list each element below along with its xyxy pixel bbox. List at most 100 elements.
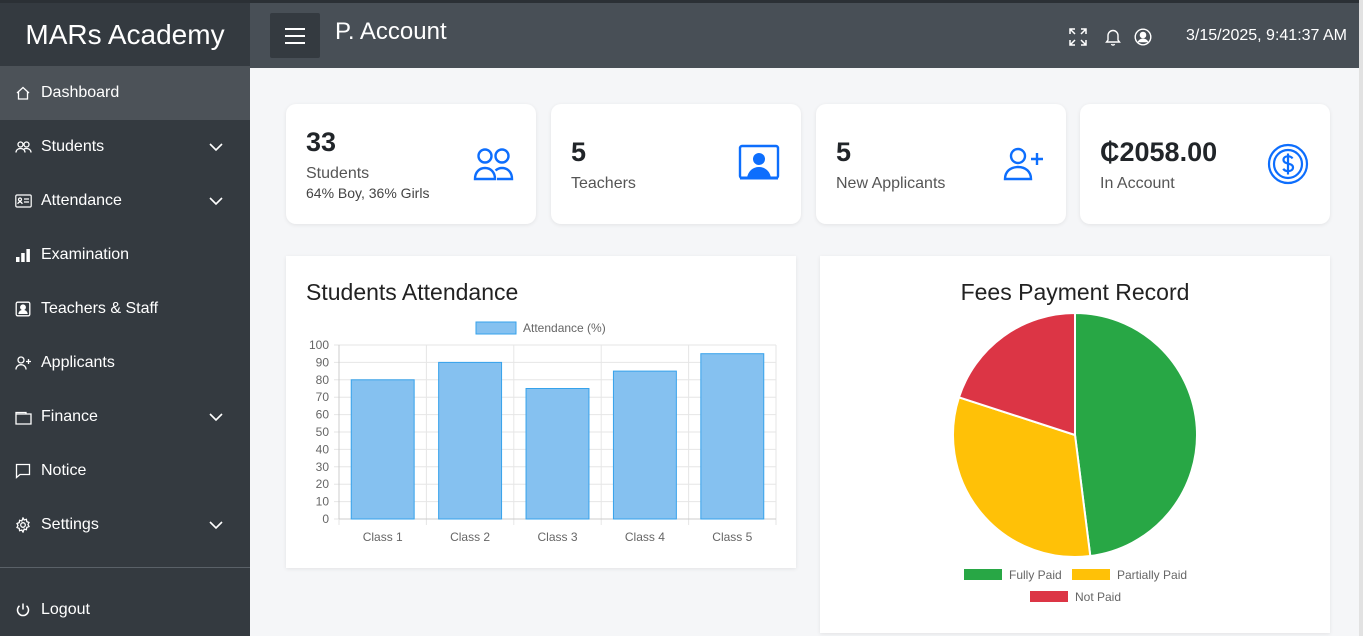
- y-tick-label: 60: [316, 408, 330, 422]
- legend-label: Fully Paid: [1009, 568, 1062, 582]
- page-title: P. Account: [335, 18, 447, 45]
- power-icon: [14, 601, 32, 619]
- profile-button[interactable]: [1133, 27, 1153, 47]
- y-tick-label: 50: [316, 425, 330, 439]
- fees-pie-chart: Fully Paid Partially Paid Not Paid: [952, 311, 1198, 604]
- y-tick-label: 30: [316, 460, 330, 474]
- vertical-scrollbar[interactable]: [1359, 0, 1363, 636]
- sidebar-divider: [0, 567, 250, 568]
- person-badge-icon: [14, 300, 32, 318]
- stat-value: 5: [571, 137, 587, 167]
- fullscreen-icon: [1069, 28, 1087, 46]
- pie-slice: [957, 311, 1076, 437]
- fullscreen-button[interactable]: [1068, 27, 1088, 47]
- teacher-screen-icon: [737, 142, 781, 186]
- brand-title[interactable]: MARs Academy: [0, 0, 250, 66]
- y-tick-label: 100: [309, 338, 329, 352]
- x-tick-label: Class 3: [537, 530, 577, 544]
- y-tick-label: 20: [316, 477, 330, 491]
- top-header: P. Account 3/15/2025, 9:41:37 AM: [250, 0, 1363, 68]
- pie-slice: [952, 396, 1092, 558]
- sidebar-item-students[interactable]: Students: [0, 120, 250, 174]
- sidebar-item-label: Applicants: [41, 354, 115, 371]
- people-icon: [472, 142, 516, 186]
- sidebar-item-notice[interactable]: Notice: [0, 444, 250, 498]
- sidebar-item-applicants[interactable]: Applicants: [0, 336, 250, 390]
- stat-value: 33: [306, 127, 337, 157]
- stat-card-in-account[interactable]: ₵2058.00 In Account: [1080, 104, 1330, 224]
- legend-label: Partially Paid: [1117, 568, 1187, 582]
- bar-chart-icon: [14, 246, 32, 264]
- stat-card-teachers[interactable]: 5 Teachers: [551, 104, 801, 224]
- hamburger-icon: [285, 27, 305, 44]
- chevron-down-icon[interactable]: [208, 139, 224, 155]
- sidebar-item-label: Notice: [41, 462, 87, 479]
- sidebar-item-label: Settings: [41, 516, 99, 533]
- logout-label: Logout: [41, 601, 90, 618]
- x-tick-label: Class 4: [625, 530, 665, 544]
- sidebar-item-examination[interactable]: Examination: [0, 228, 250, 282]
- pie-slice: [1074, 311, 1198, 558]
- sidebar-item-label: Students: [41, 138, 105, 155]
- stat-card-new-applicants[interactable]: 5 New Applicants: [816, 104, 1066, 224]
- gear-icon: [14, 516, 32, 534]
- attendance-bar-chart: Attendance (%) 0 10 20 30 40 50 60 70 80 90 100 Clas…: [309, 321, 777, 544]
- legend-swatch: [1072, 569, 1110, 580]
- sidebar-item-teachers-staff[interactable]: Teachers & Staff: [0, 282, 250, 336]
- y-tick-label: 40: [316, 442, 330, 456]
- bar: [350, 379, 415, 520]
- sidebar-item-finance[interactable]: Finance: [0, 390, 250, 444]
- y-tick-label: 80: [316, 373, 330, 387]
- x-tick-label: Class 2: [450, 530, 490, 544]
- chart-title: Students Attendance: [306, 279, 519, 305]
- chevron-down-icon[interactable]: [208, 517, 224, 533]
- chat-icon: [14, 462, 32, 480]
- home-icon: [14, 84, 32, 102]
- stat-subtext: 64% Boy, 36% Girls: [306, 185, 430, 201]
- person-plus-icon: [1002, 142, 1046, 186]
- dollar-circle-icon: [1266, 142, 1310, 186]
- y-tick-label: 0: [322, 512, 329, 526]
- stat-label: Students: [306, 165, 370, 182]
- sidebar: MARs Academy Dashboard Students Attendan…: [0, 0, 250, 636]
- stat-label: In Account: [1100, 175, 1175, 192]
- fees-chart-panel: Fees Payment Record Fully Paid Partially …: [820, 256, 1330, 633]
- legend-swatch: [1030, 591, 1068, 602]
- chart-title: Fees Payment Record: [960, 279, 1190, 305]
- sidebar-item-label: Finance: [41, 408, 98, 425]
- bell-icon: [1105, 29, 1121, 46]
- legend-swatch: [964, 569, 1002, 580]
- stat-value: ₵2058.00: [1100, 137, 1218, 167]
- stat-label: New Applicants: [836, 175, 946, 192]
- x-tick-label: Class 1: [363, 530, 403, 544]
- sidebar-item-attendance[interactable]: Attendance: [0, 174, 250, 228]
- stat-card-students[interactable]: 33 Students 64% Boy, 36% Girls: [286, 104, 536, 224]
- datetime-display: 3/15/2025, 9:41:37 AM: [1185, 27, 1347, 44]
- notifications-button[interactable]: [1103, 27, 1123, 47]
- x-tick-label: Class 5: [712, 530, 752, 544]
- legend-label: Not Paid: [1075, 590, 1121, 604]
- stat-label: Teachers: [571, 175, 636, 192]
- users-icon: [14, 138, 32, 156]
- wallet-icon: [14, 408, 32, 426]
- sidebar-item-settings[interactable]: Settings: [0, 498, 250, 552]
- bar: [700, 353, 765, 520]
- y-tick-label: 10: [316, 495, 330, 509]
- attendance-chart-panel: Students Attendance Attendance (%) 0 10 20 3…: [286, 256, 796, 568]
- user-circle-icon: [1134, 28, 1152, 46]
- menu-toggle-button[interactable]: [270, 13, 320, 58]
- bar: [525, 388, 590, 520]
- bar: [612, 370, 677, 520]
- bar: [438, 361, 503, 520]
- y-tick-label: 70: [316, 390, 330, 404]
- user-plus-icon: [14, 354, 32, 372]
- sidebar-item-label: Attendance: [41, 192, 122, 209]
- y-tick-label: 90: [316, 355, 330, 369]
- chevron-down-icon[interactable]: [208, 409, 224, 425]
- sidebar-item-label: Examination: [41, 246, 130, 263]
- sidebar-item-label: Teachers & Staff: [41, 300, 159, 317]
- sidebar-item-dashboard[interactable]: Dashboard: [0, 66, 250, 120]
- chevron-down-icon[interactable]: [208, 193, 224, 209]
- logout-button[interactable]: Logout: [0, 583, 250, 636]
- legend-swatch: [475, 321, 517, 335]
